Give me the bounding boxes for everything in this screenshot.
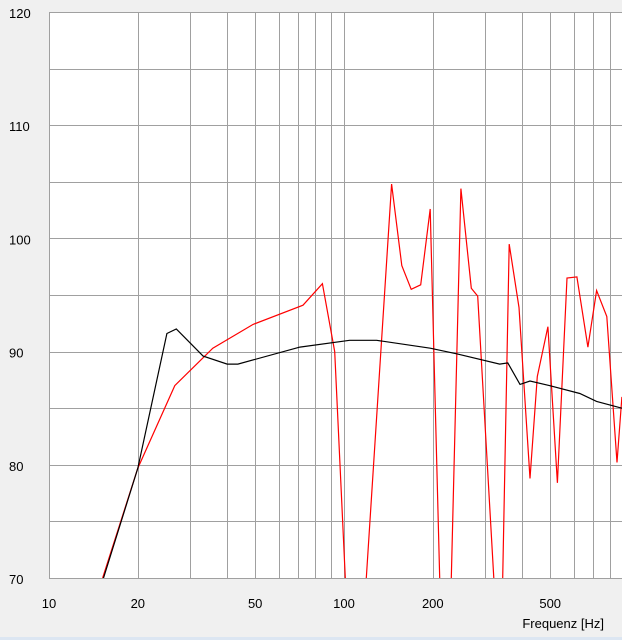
x-tick-label: 20 <box>131 596 145 611</box>
x-tick-label: 200 <box>422 596 444 611</box>
x-tick-label: 50 <box>248 596 262 611</box>
x-tick-label: 100 <box>333 596 355 611</box>
grid <box>49 12 622 579</box>
series-line-1 <box>102 328 622 578</box>
x-tick-label: 10 <box>42 596 56 611</box>
x-tick-label: 500 <box>539 596 561 611</box>
series-lines <box>102 184 622 578</box>
y-tick-label: 70 <box>9 572 23 587</box>
series-line-0 <box>102 184 622 578</box>
x-axis-label: Frequenz [Hz] <box>522 616 604 631</box>
y-tick-label: 90 <box>9 346 23 361</box>
window-bottom-edge <box>0 637 622 640</box>
y-tick-label: 120 <box>9 6 31 21</box>
tick-labels: 10 20 50 100 200 500 70 80 90 100 110 120 <box>9 6 561 611</box>
y-tick-label: 100 <box>9 232 31 247</box>
y-tick-label: 110 <box>9 119 30 134</box>
y-tick-label: 80 <box>9 459 23 474</box>
